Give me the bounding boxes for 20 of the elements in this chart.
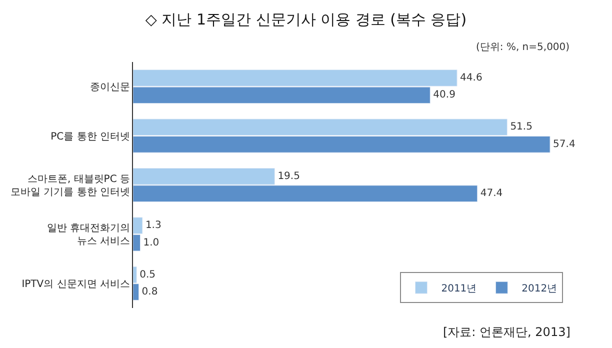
y-tick-label: IPTV의 신문지면 서비스 <box>22 278 130 290</box>
legend-label: 2011년 <box>441 283 477 294</box>
y-tick-label: 일반 휴대전화기의 뉴스 서비스 <box>46 223 130 248</box>
data-label: 40.9 <box>433 90 456 101</box>
data-label: 19.5 <box>278 170 300 182</box>
data-label: 47.4 <box>480 188 503 200</box>
y-tick-label: PC를 통한 인터넷 <box>50 131 130 142</box>
data-label: 1.0 <box>143 237 160 248</box>
chart-title: ◇ 지난 1주일간 신문기사 이용 경로 (복수 응답) <box>145 10 467 28</box>
data-label: 44.6 <box>460 72 482 84</box>
data-label: 51.5 <box>510 122 532 133</box>
y-tick-label: 종이신문 <box>90 82 130 94</box>
y-tick-label: 스마트폰, 태블릿PC 등 모바일 기기를 통한 인터넷 <box>10 174 130 198</box>
data-label: 0.8 <box>142 286 158 298</box>
data-label: 1.3 <box>145 220 162 232</box>
text: [자료: 언론재단, 2013] <box>443 325 570 339</box>
data-label: 0.5 <box>140 269 156 280</box>
legend-label: 2012년 <box>522 283 558 294</box>
chart-subtitle: (단위: %, n=5,000) <box>476 42 570 53</box>
data-label: 57.4 <box>553 138 576 150</box>
